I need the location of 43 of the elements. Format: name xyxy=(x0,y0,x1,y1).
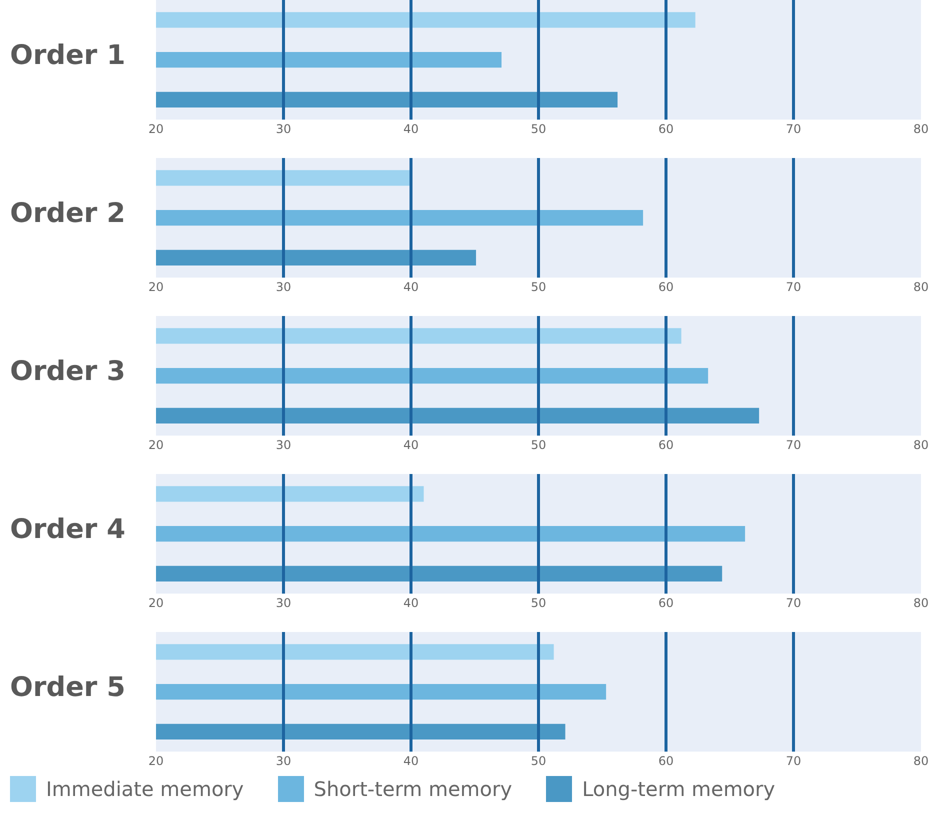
x-tick-label: 80 xyxy=(913,122,929,136)
x-tick-label: 20 xyxy=(148,280,164,294)
x-tick-label: 30 xyxy=(276,280,292,294)
x-tick-label: 30 xyxy=(276,438,292,452)
x-tick-label: 60 xyxy=(658,754,674,768)
x-tick-label: 70 xyxy=(786,280,802,294)
x-tick-label: 40 xyxy=(403,280,419,294)
text: Order 3 xyxy=(10,354,126,388)
x-tick-label: 80 xyxy=(913,754,929,768)
x-tick-label: 70 xyxy=(786,754,802,768)
x-tick-label: 40 xyxy=(403,122,419,136)
x-tick-label: 80 xyxy=(913,438,929,452)
x-tick-label: 50 xyxy=(530,754,546,768)
x-tick-label: 70 xyxy=(786,438,802,452)
legend-label: Long-term memory xyxy=(582,777,776,801)
x-tick-label: 60 xyxy=(658,122,674,136)
x-tick-label: 20 xyxy=(148,596,164,610)
x-tick-label: 30 xyxy=(276,122,292,136)
x-tick-label: 40 xyxy=(403,438,419,452)
x-tick-label: 30 xyxy=(276,596,292,610)
legend-label: Short-term memory xyxy=(314,777,512,801)
x-tick-label: 40 xyxy=(403,596,419,610)
legend-label: Immediate memory xyxy=(46,777,244,801)
x-tick-label: 80 xyxy=(913,596,929,610)
x-tick-label: 30 xyxy=(276,754,292,768)
x-tick-label: 50 xyxy=(530,438,546,452)
x-tick-label: 70 xyxy=(786,596,802,610)
x-tick-label: 50 xyxy=(530,122,546,136)
x-tick-label: 80 xyxy=(913,280,929,294)
x-tick-label: 20 xyxy=(148,122,164,136)
x-tick-label: 40 xyxy=(403,754,419,768)
x-tick-label: 20 xyxy=(148,438,164,452)
x-tick-label: 50 xyxy=(530,596,546,610)
x-tick-label: 60 xyxy=(658,280,674,294)
x-tick-label: 70 xyxy=(786,122,802,136)
x-tick-label: 60 xyxy=(658,438,674,452)
text: Order 5 xyxy=(10,670,126,704)
text: Order 4 xyxy=(10,512,126,546)
text: Order 1 xyxy=(10,38,126,72)
x-tick-label: 60 xyxy=(658,596,674,610)
x-tick-label: 20 xyxy=(148,754,164,768)
text: Order 2 xyxy=(10,196,126,230)
x-tick-label: 50 xyxy=(530,280,546,294)
